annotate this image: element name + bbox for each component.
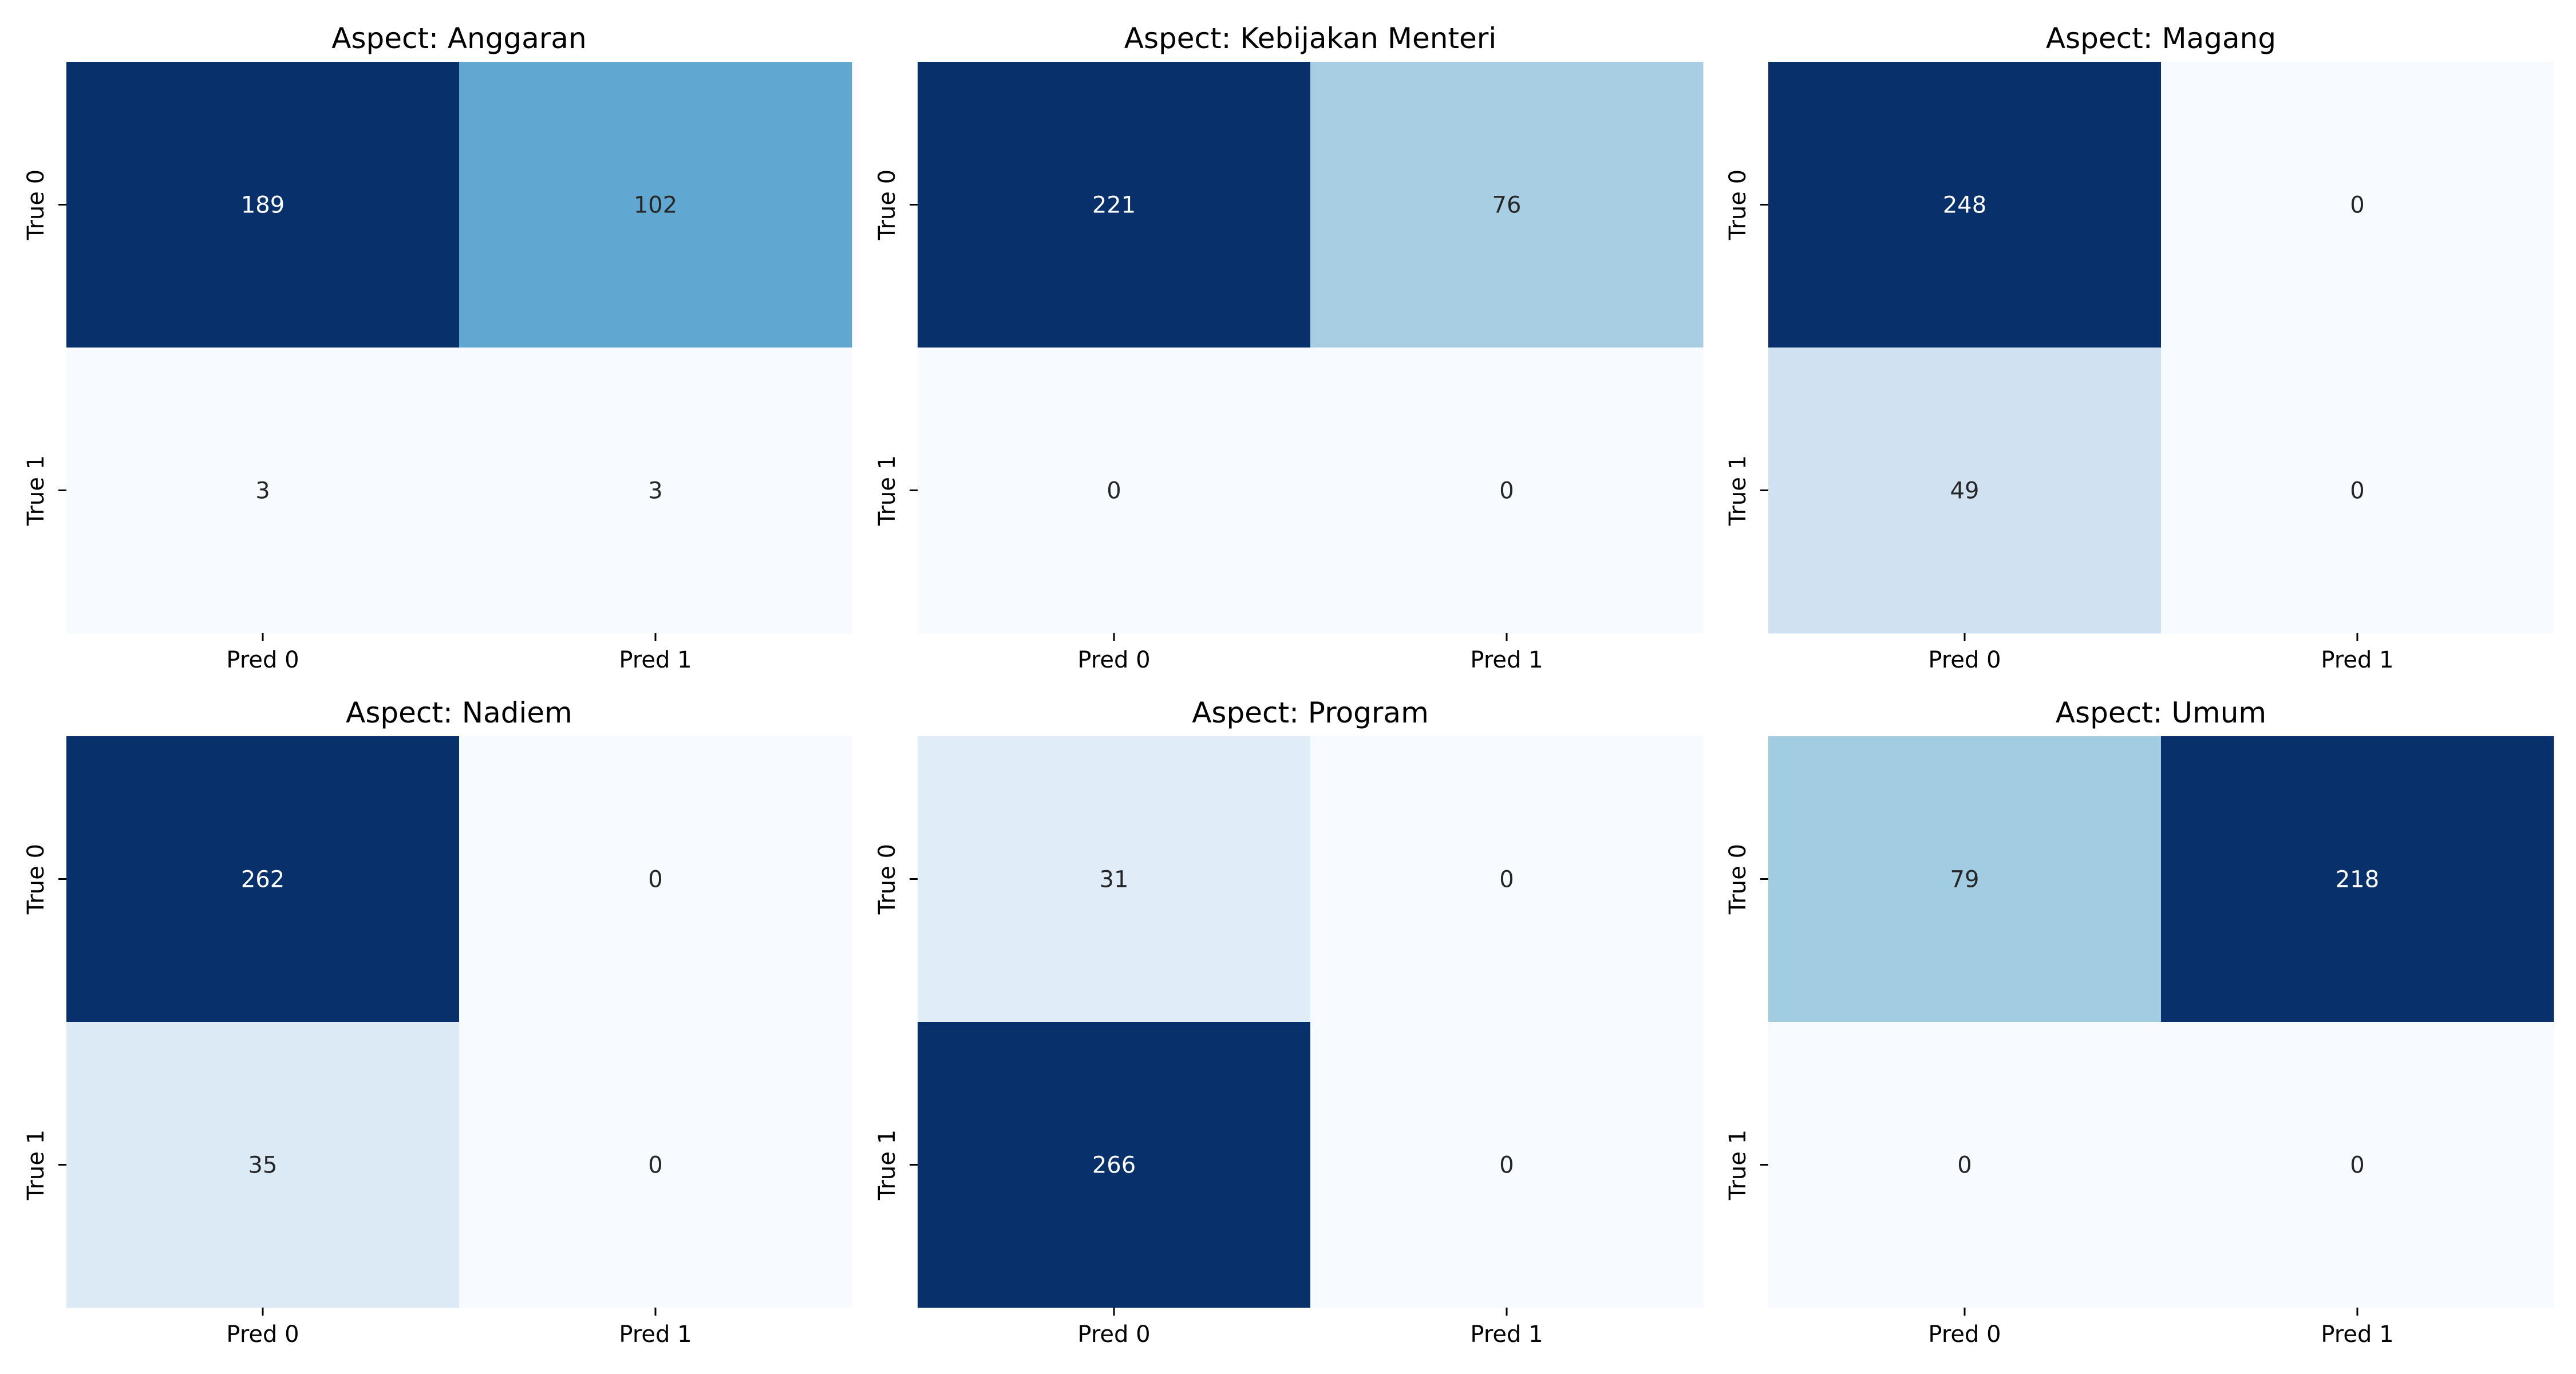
heatmap-cell xyxy=(1768,736,2162,1022)
x-tick-label: Pred 0 xyxy=(1928,647,2001,673)
cell-value-label: 0 xyxy=(648,1152,662,1179)
heatmap-cell xyxy=(2161,736,2554,1022)
cell-value-label: 0 xyxy=(648,867,662,893)
heatmap-cell xyxy=(1310,1022,1704,1308)
y-tick-label: True 1 xyxy=(23,455,49,526)
heatmap-cell xyxy=(918,348,1311,634)
heatmap-cell xyxy=(918,1022,1311,1308)
cell-value-label: 221 xyxy=(1092,192,1136,219)
cell-value-label: 266 xyxy=(1092,1152,1136,1179)
cell-value-label: 0 xyxy=(1499,1152,1514,1179)
heatmap-cell xyxy=(918,62,1311,348)
y-tick-label: True 0 xyxy=(1725,169,1751,240)
cell-value-label: 49 xyxy=(1950,478,1980,504)
x-tick-label: Pred 0 xyxy=(1077,1321,1150,1348)
cell-value-label: 79 xyxy=(1950,867,1980,893)
cell-value-label: 0 xyxy=(2350,1152,2364,1179)
heatmap-cell xyxy=(1310,736,1704,1022)
x-tick-label: Pred 0 xyxy=(226,647,299,673)
cell-value-label: 0 xyxy=(2350,192,2364,219)
heatmap-cell xyxy=(1310,348,1704,634)
cell-value-label: 262 xyxy=(241,867,285,893)
cell-value-label: 0 xyxy=(2350,478,2364,504)
cell-value-label: 0 xyxy=(1107,478,1121,504)
cell-value-label: 76 xyxy=(1492,192,1522,219)
heatmap-cell xyxy=(918,736,1311,1022)
heatmap-cell xyxy=(1768,1022,2162,1308)
y-tick-label: True 0 xyxy=(23,169,49,240)
heatmap-panel: Aspect: Magang 248 0 49 0 Pred 0 Pred 1 True 0 T… xyxy=(1725,22,2554,673)
heatmap-cell xyxy=(459,736,852,1022)
x-tick-label: Pred 1 xyxy=(2321,647,2393,673)
heatmap-panel: Aspect: Anggaran 189 102 3 3 Pred 0 Pred 1 True… xyxy=(23,22,852,673)
cell-value-label: 3 xyxy=(648,478,662,504)
heatmap-cell xyxy=(2161,62,2554,348)
y-tick-label: True 1 xyxy=(874,1130,900,1201)
heatmap-title: Aspect: Kebijakan Menteri xyxy=(1124,22,1497,55)
y-tick-label: True 1 xyxy=(1725,1130,1751,1201)
y-tick-label: True 0 xyxy=(874,844,900,915)
x-tick-label: Pred 1 xyxy=(1470,1321,1543,1348)
y-tick-label: True 0 xyxy=(1725,844,1751,915)
y-tick-label: True 1 xyxy=(1725,455,1751,526)
heatmap-title: Aspect: Anggaran xyxy=(331,22,586,55)
y-tick-label: True 1 xyxy=(23,1130,49,1201)
cell-value-label: 0 xyxy=(1499,867,1514,893)
heatmap-panel: Aspect: Umum 79 218 0 0 Pred 0 Pred 1 True 0 Tru… xyxy=(1725,696,2554,1348)
cell-value-label: 0 xyxy=(1957,1152,1971,1179)
heatmap-cell xyxy=(66,348,460,634)
heatmap-cell xyxy=(66,1022,460,1308)
heatmap-title: Aspect: Umum xyxy=(2056,696,2266,729)
heatmap-panel: Aspect: Kebijakan Menteri 221 76 0 0 Pred 0 Pr… xyxy=(874,22,1704,673)
y-tick-label: True 0 xyxy=(874,169,900,240)
heatmap-panel: Aspect: Program 31 0 266 0 Pred 0 Pred 1 True 0… xyxy=(874,696,1704,1348)
cell-value-label: 3 xyxy=(255,478,270,504)
x-tick-label: Pred 0 xyxy=(226,1321,299,1348)
x-tick-label: Pred 1 xyxy=(1470,647,1543,673)
cell-value-label: 218 xyxy=(2336,867,2379,893)
x-tick-label: Pred 1 xyxy=(619,1321,692,1348)
y-tick-label: True 1 xyxy=(874,455,900,526)
heatmap-cell xyxy=(1768,348,2162,634)
y-tick-label: True 0 xyxy=(23,844,49,915)
x-tick-label: Pred 1 xyxy=(619,647,692,673)
heatmap-cell xyxy=(2161,348,2554,634)
heatmap-cell xyxy=(459,348,852,634)
heatmap-cell xyxy=(459,1022,852,1308)
cell-value-label: 0 xyxy=(1499,478,1514,504)
x-tick-label: Pred 1 xyxy=(2321,1321,2393,1348)
cell-value-label: 31 xyxy=(1100,867,1129,893)
cell-value-label: 102 xyxy=(634,192,677,219)
heatmap-cell xyxy=(66,736,460,1022)
heatmap-cell xyxy=(1768,62,2162,348)
heatmap-title: Aspect: Magang xyxy=(2046,22,2276,55)
cell-value-label: 35 xyxy=(248,1152,278,1179)
heatmap-cell xyxy=(66,62,460,348)
x-tick-label: Pred 0 xyxy=(1928,1321,2001,1348)
heatmap-title: Aspect: Program xyxy=(1192,696,1429,729)
cell-value-label: 248 xyxy=(1943,192,1986,219)
heatmap-cell xyxy=(2161,1022,2554,1308)
heatmap-cell xyxy=(459,62,852,348)
heatmap-cell xyxy=(1310,62,1704,348)
cell-value-label: 189 xyxy=(241,192,285,219)
x-tick-label: Pred 0 xyxy=(1077,647,1150,673)
heatmap-title: Aspect: Nadiem xyxy=(346,696,572,729)
heatmap-panel: Aspect: Nadiem 262 0 35 0 Pred 0 Pred 1 True 0 T… xyxy=(23,696,852,1348)
